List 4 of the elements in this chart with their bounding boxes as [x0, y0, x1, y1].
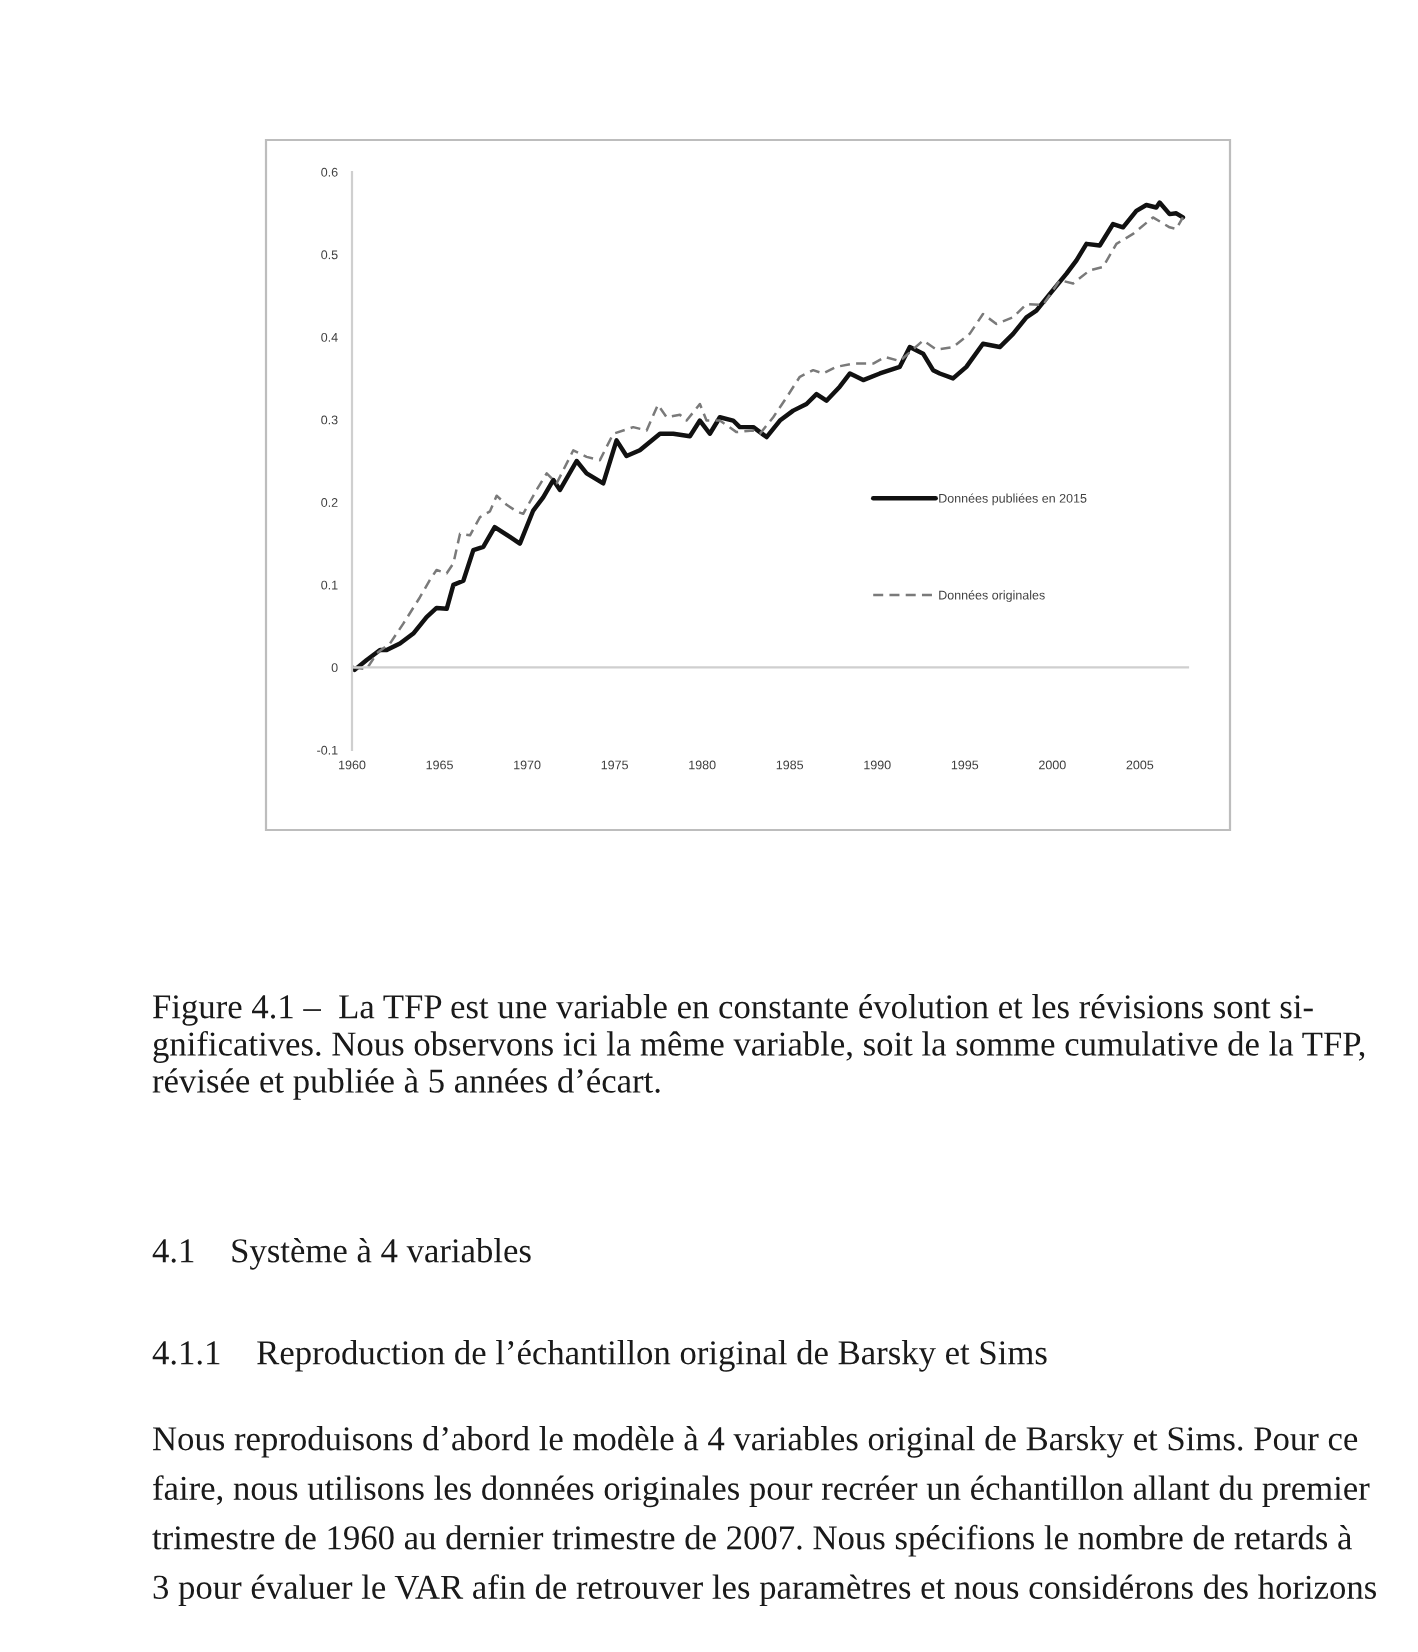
caption: Figure 4.1 – La TFP est une variable en constante évolution et les révisions sont si- gnificatives. Nous observons ici la même variable, soit la somme cumulative de la TFP, révisée et publiée à 5 années d’écart.: [152, 994, 1365, 1100]
text: 4.1 Système à 4 variables: [152, 1238, 531, 1270]
text: Nous reproduisons d’abord le modèle à 4 variables original de Barsky et Sims. Pour ce faire, nous utilisons les données originales pour recréer un échantillon allant du premier trimestre de 1960 au dernier trimestre de 2007. Nous spécifions le nombre de retards à 3 pour évaluer le VAR afin de retrouver les paramètres et nous considérons des horizons: [152, 1426, 1376, 1607]
text: 4.1.1 Reproduction de l’échantillon original de Barsky et Sims: [152, 1340, 1047, 1372]
